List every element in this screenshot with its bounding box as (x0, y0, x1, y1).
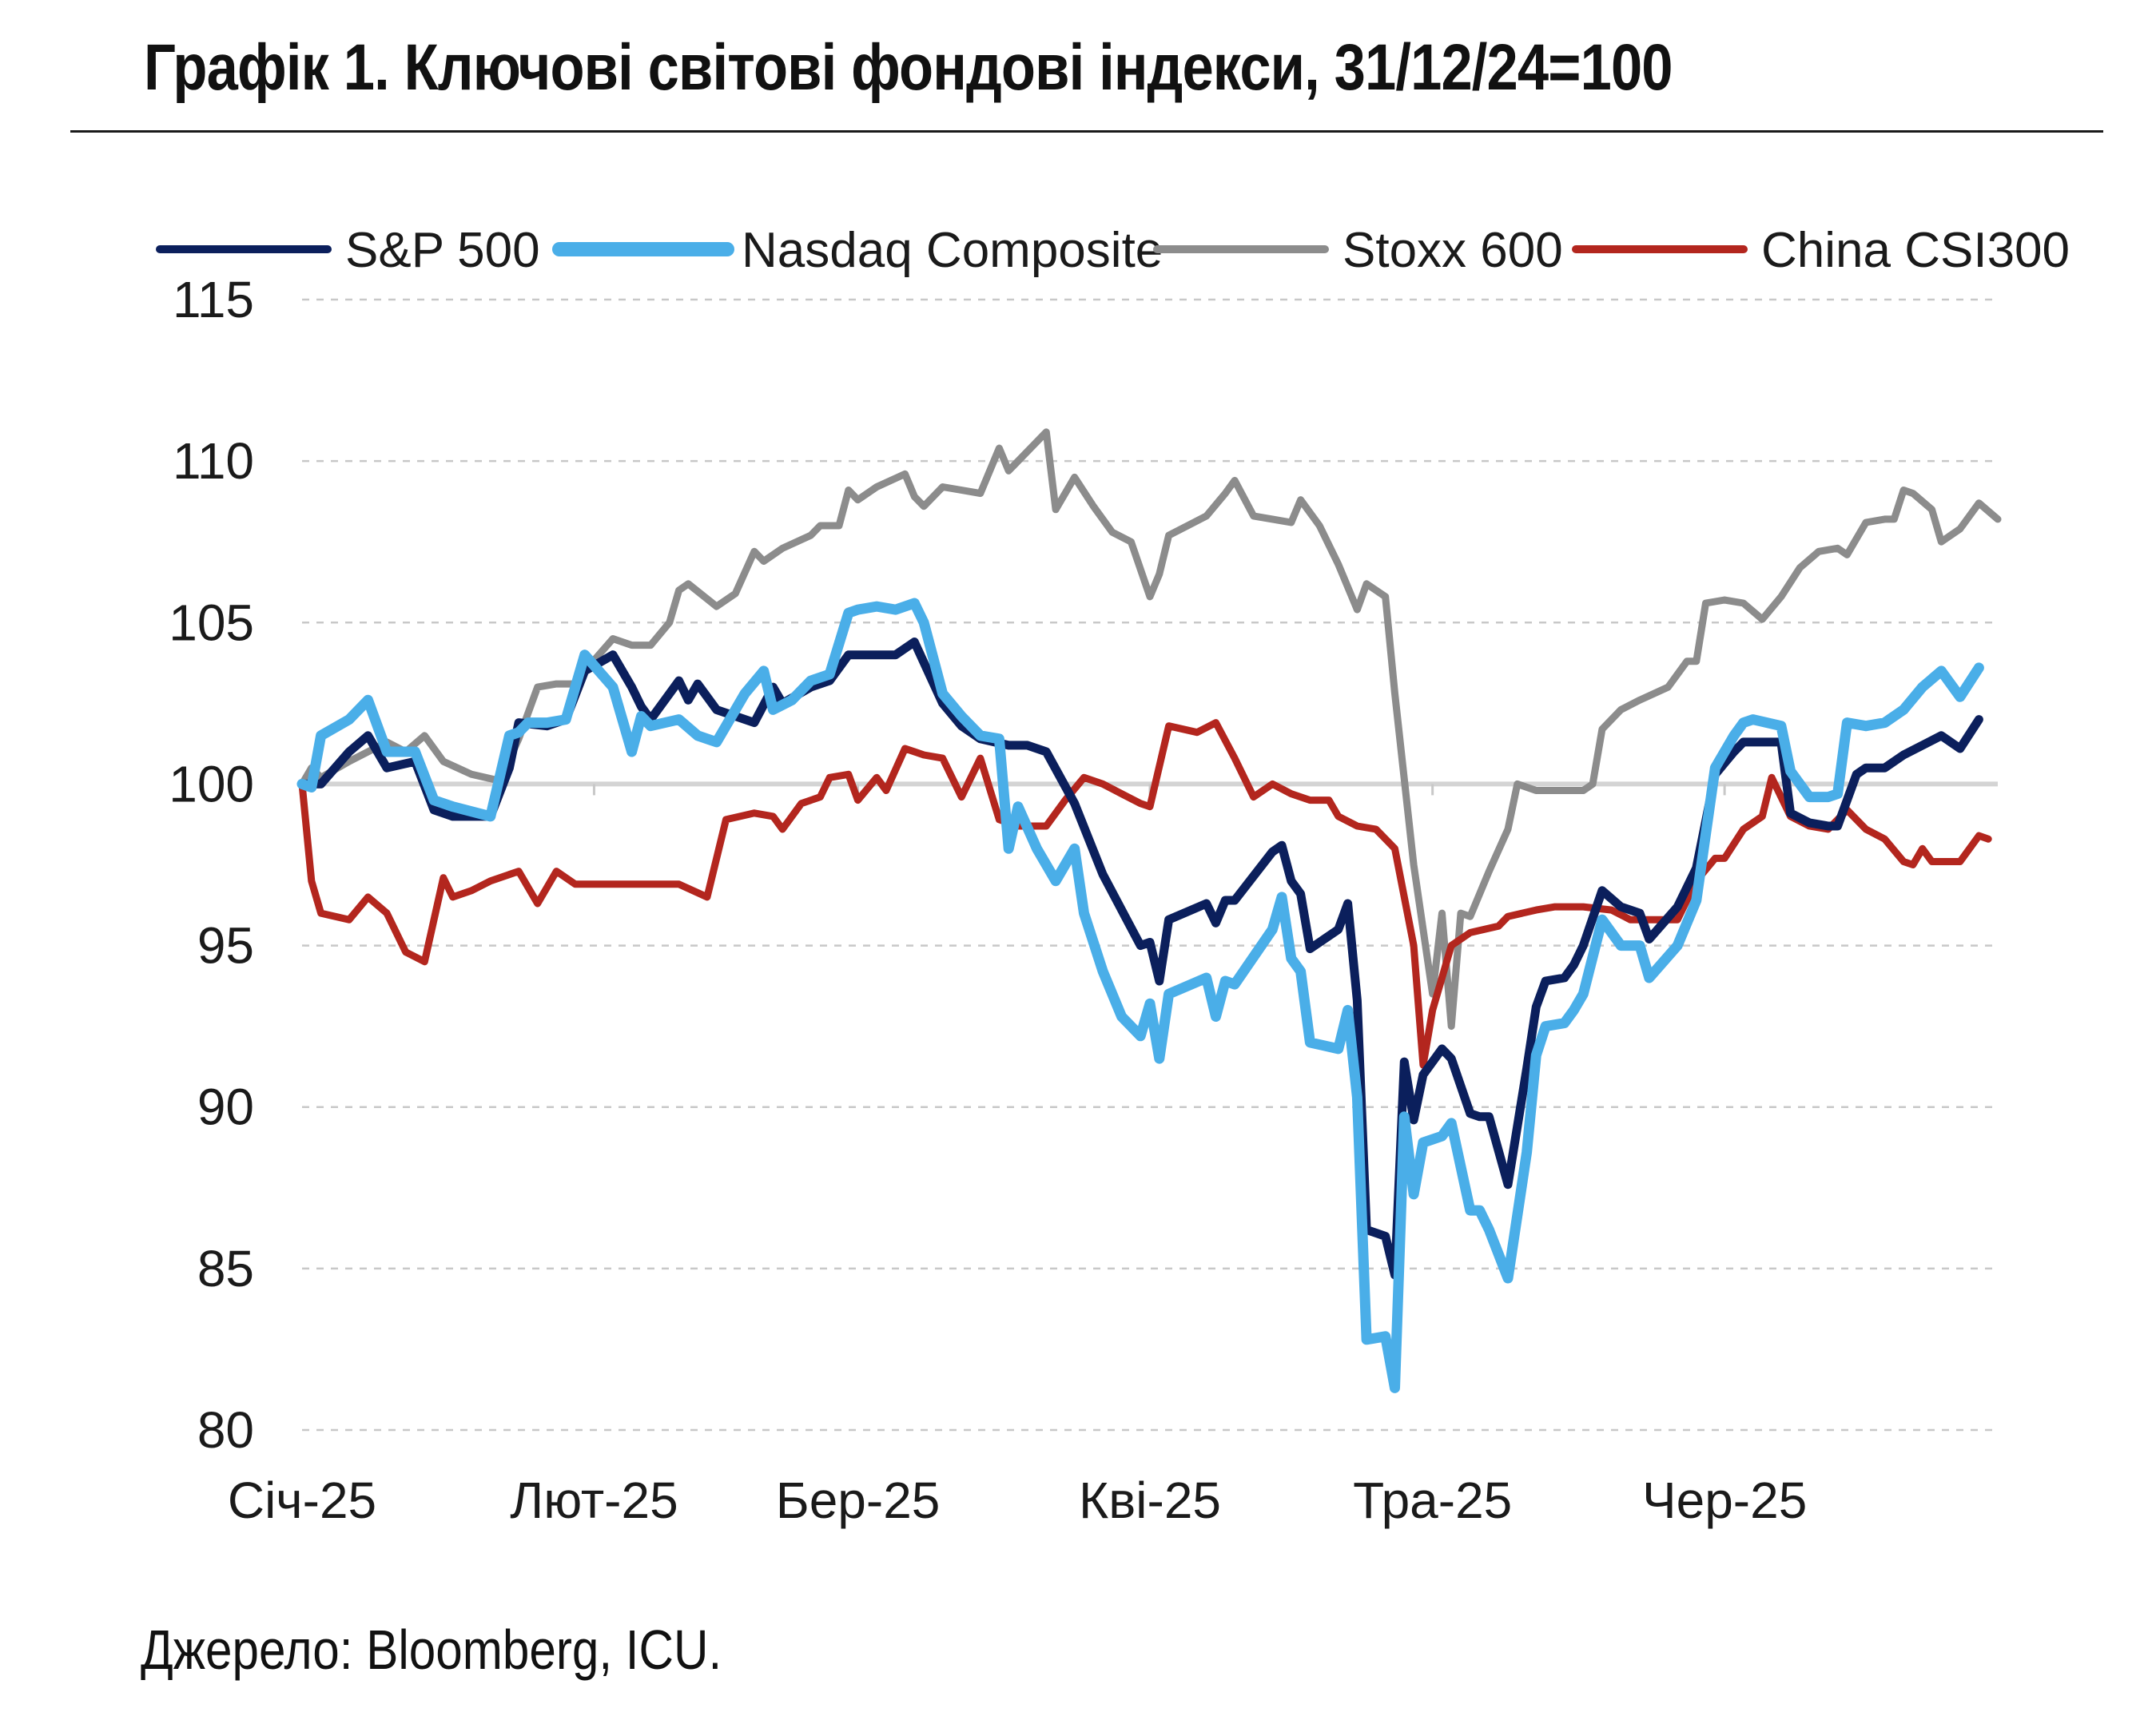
legend-label: China CSI300 (1761, 223, 2070, 278)
y-tick-label: 90 (197, 1078, 254, 1136)
x-tick-label: Кві-25 (1079, 1472, 1221, 1529)
y-tick-label: 85 (197, 1240, 254, 1297)
series-line-nasdaq-composite (296, 598, 1984, 1393)
x-tick-label: Лют-25 (510, 1472, 678, 1529)
source-note: Джерело: Bloomberg, ICU. (141, 1619, 722, 1681)
y-tick-label: 95 (197, 917, 254, 975)
y-tick-label: 105 (169, 594, 254, 651)
y-tick-label: 115 (173, 271, 254, 328)
chart-title: Графік 1. Ключові світові фондові індекс… (144, 31, 1673, 104)
y-tick-label: 110 (173, 432, 254, 490)
x-tick-label: Січ-25 (228, 1472, 376, 1529)
y-axis: 80 85 90 95 100 105 110 115 (169, 271, 254, 1459)
x-tick-label: Тра-25 (1353, 1472, 1512, 1529)
series-line-stoxx-600 (298, 428, 2002, 1031)
legend-label: Nasdaq Composite (742, 223, 1163, 278)
gridlines (302, 298, 1998, 1432)
legend-label: S&P 500 (345, 223, 540, 278)
title-divider (70, 130, 2103, 133)
y-tick-label: 80 (197, 1401, 254, 1459)
x-axis: Січ-25 Лют-25 Бер-25 Кві-25 Тра-25 Чер-25 (228, 784, 1807, 1529)
legend-label: Stoxx 600 (1343, 223, 1563, 278)
x-tick-label: Чер-25 (1642, 1472, 1807, 1529)
legend: S&P 500 Nasdaq Composite Stoxx 600 China CS… (156, 223, 2070, 278)
y-tick-label: 100 (169, 755, 254, 812)
series-line-china-csi300 (298, 719, 1992, 1069)
series-lines (296, 428, 2002, 1393)
x-tick-label: Бер-25 (776, 1472, 941, 1529)
